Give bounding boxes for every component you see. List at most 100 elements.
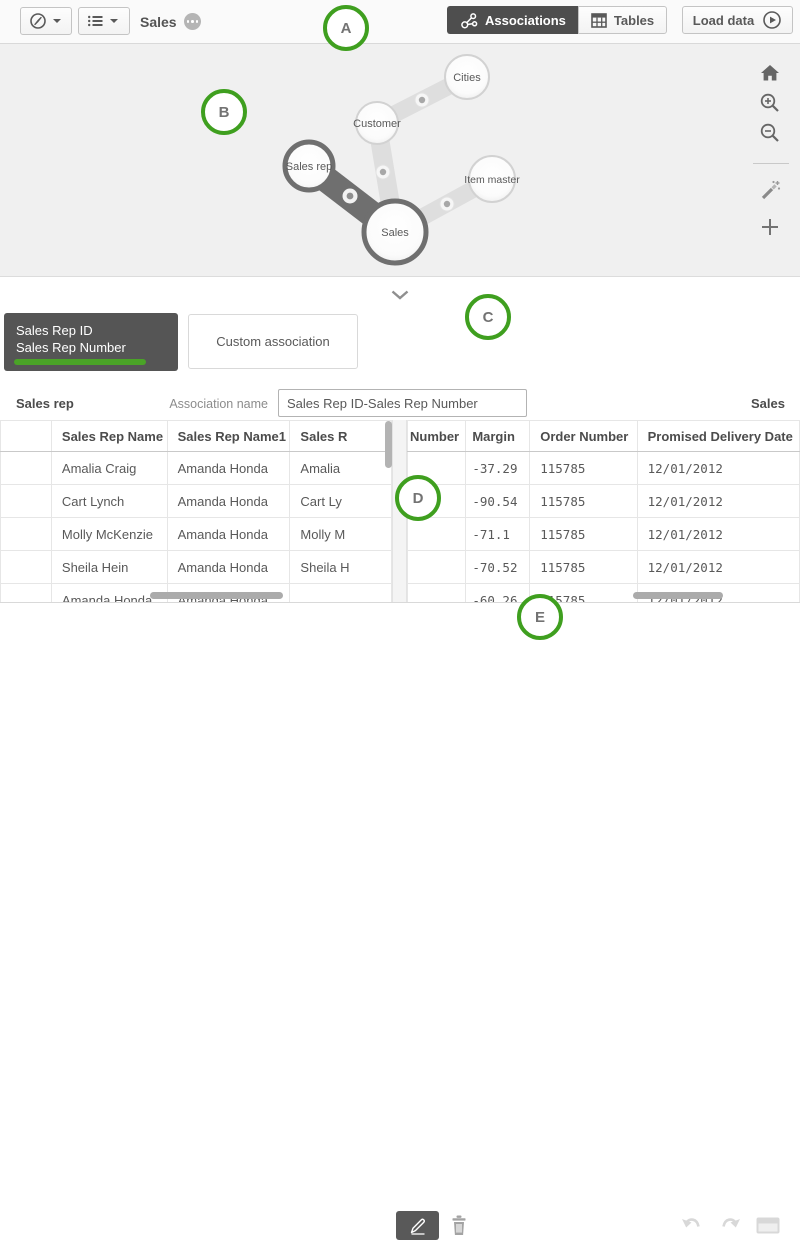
redo-button[interactable] — [718, 1215, 742, 1233]
cell: -71.1 — [465, 517, 531, 551]
collapse-editor-button[interactable] — [756, 1217, 780, 1234]
steps-list-icon — [87, 13, 104, 29]
cell: Amanda Honda — [166, 517, 291, 551]
annotation-letter: A — [340, 19, 352, 37]
cell: -37.29 — [465, 451, 531, 485]
table-row: Amalia Craig Amanda Honda Amalia — [0, 451, 392, 485]
chevron-down-icon — [110, 19, 118, 23]
bubble-sales-rep[interactable] — [282, 139, 336, 193]
column-header: Sales Rep Name — [50, 420, 168, 452]
load-data-label: Load data — [692, 12, 755, 28]
bubble-label: Sales rep — [286, 161, 332, 173]
cell: 12/01/2012 — [636, 484, 800, 518]
column-header: Margin — [465, 420, 531, 452]
recommended-association-card[interactable]: Sales Rep ID Sales Rep Number — [4, 313, 178, 371]
more-options-icon[interactable] — [184, 13, 201, 30]
cell: -70.52 — [465, 550, 531, 584]
association-field-2: Sales Rep Number — [16, 340, 126, 355]
tab-label: Associations — [485, 12, 566, 28]
association-name-input[interactable] — [278, 389, 527, 417]
cell: 115785 — [529, 484, 638, 518]
cell: Cart Ly — [289, 484, 392, 518]
sales-rep-table: Sales Rep Name Sales Rep Name1 Sales R A… — [0, 420, 392, 602]
table-row: -90.54 115785 12/01/2012 — [407, 484, 800, 518]
table-row: Sheila Hein Amanda Honda Sheila H — [0, 550, 392, 584]
tab-tables[interactable]: Tables — [577, 6, 668, 34]
bubble-label: Customer — [353, 118, 401, 130]
link-dot[interactable] — [439, 196, 455, 212]
link-dot[interactable] — [414, 92, 430, 108]
cell — [407, 583, 467, 602]
edit-association-button[interactable] — [396, 1211, 439, 1240]
associations-icon — [460, 12, 478, 29]
left-horizontal-scrollbar-thumb[interactable] — [150, 592, 283, 599]
cell: -60.26 — [465, 583, 531, 602]
custom-association-card[interactable]: Custom association — [188, 314, 358, 369]
annotation-a: A — [323, 5, 369, 51]
annotation-e: E — [517, 594, 563, 640]
chevron-down-icon — [391, 290, 409, 300]
cell: Sheila Hein — [50, 550, 168, 584]
vertical-scrollbar-thumb[interactable] — [385, 421, 392, 468]
cell: Amalia Craig — [50, 451, 168, 485]
zoom-out-icon[interactable] — [758, 121, 782, 145]
play-circle-icon — [762, 10, 782, 30]
delete-association-button[interactable] — [448, 1213, 470, 1239]
cell: Amanda Honda — [166, 451, 291, 485]
annotation-b: B — [201, 89, 247, 135]
panel-icon — [756, 1217, 780, 1234]
global-menu-button[interactable] — [20, 7, 72, 35]
cell — [407, 550, 467, 584]
bubble-cities[interactable] — [444, 54, 490, 100]
table-row: -37.29 115785 12/01/2012 — [407, 451, 800, 485]
zoom-in-icon[interactable] — [758, 91, 782, 115]
column-header: Promised Delivery Date — [636, 420, 800, 452]
cell: Amanda Honda — [166, 550, 291, 584]
cell: -90.54 — [465, 484, 531, 518]
bubble-customer[interactable] — [355, 101, 399, 145]
cell — [0, 583, 52, 602]
undo-icon — [680, 1215, 704, 1233]
column-header: Order Number — [529, 420, 638, 452]
page-title: Sales — [140, 14, 177, 30]
link-dot-selected[interactable] — [342, 188, 358, 204]
link-dot[interactable] — [375, 164, 391, 180]
bottom-toolbar — [0, 602, 800, 1240]
tables-icon — [591, 12, 607, 28]
right-horizontal-scrollbar-thumb[interactable] — [633, 592, 723, 599]
divider — [753, 163, 789, 164]
cell — [0, 484, 52, 518]
tab-associations[interactable]: Associations — [447, 6, 578, 34]
annotation-d: D — [395, 475, 441, 521]
bubble-sales[interactable] — [361, 198, 429, 266]
cell — [0, 550, 52, 584]
undo-button[interactable] — [680, 1215, 704, 1233]
cell: 12/01/2012 — [636, 451, 800, 485]
table-row: -60.2611578512/01/2012 — [407, 583, 800, 602]
table-row: Molly McKenzie Amanda Honda Molly M — [0, 517, 392, 551]
cell — [0, 517, 52, 551]
table-row: -71.1 115785 12/01/2012 — [407, 517, 800, 551]
cell: 12/01/2012 — [636, 517, 800, 551]
table-row: Cart Lynch Amanda Honda Cart Ly — [0, 484, 392, 518]
cell — [289, 583, 392, 602]
column-header: Sales R — [289, 420, 392, 452]
bubble-label: Sales — [381, 227, 409, 239]
bubble-item-master[interactable] — [468, 155, 516, 203]
load-data-button[interactable]: Load data — [682, 6, 793, 34]
column-header — [0, 420, 52, 452]
home-icon[interactable] — [758, 61, 782, 85]
cell — [0, 451, 52, 485]
annotation-letter: B — [218, 103, 230, 121]
magic-wand-icon[interactable] — [758, 178, 782, 202]
bubble-label: Item master — [464, 174, 520, 186]
compass-menu-icon — [29, 12, 47, 30]
collapse-panel-button[interactable] — [388, 287, 412, 303]
top-bar: Sales Associations Tables Load data — [0, 0, 800, 44]
view-tab-group: Associations Tables — [447, 6, 668, 34]
steps-menu-button[interactable] — [78, 7, 130, 35]
table-row: -70.52 115785 12/01/2012 — [407, 550, 800, 584]
right-table-preview: Number Margin Order Number Promised Deli… — [407, 420, 800, 602]
chevron-down-icon — [53, 19, 61, 23]
plus-icon[interactable] — [758, 215, 782, 239]
